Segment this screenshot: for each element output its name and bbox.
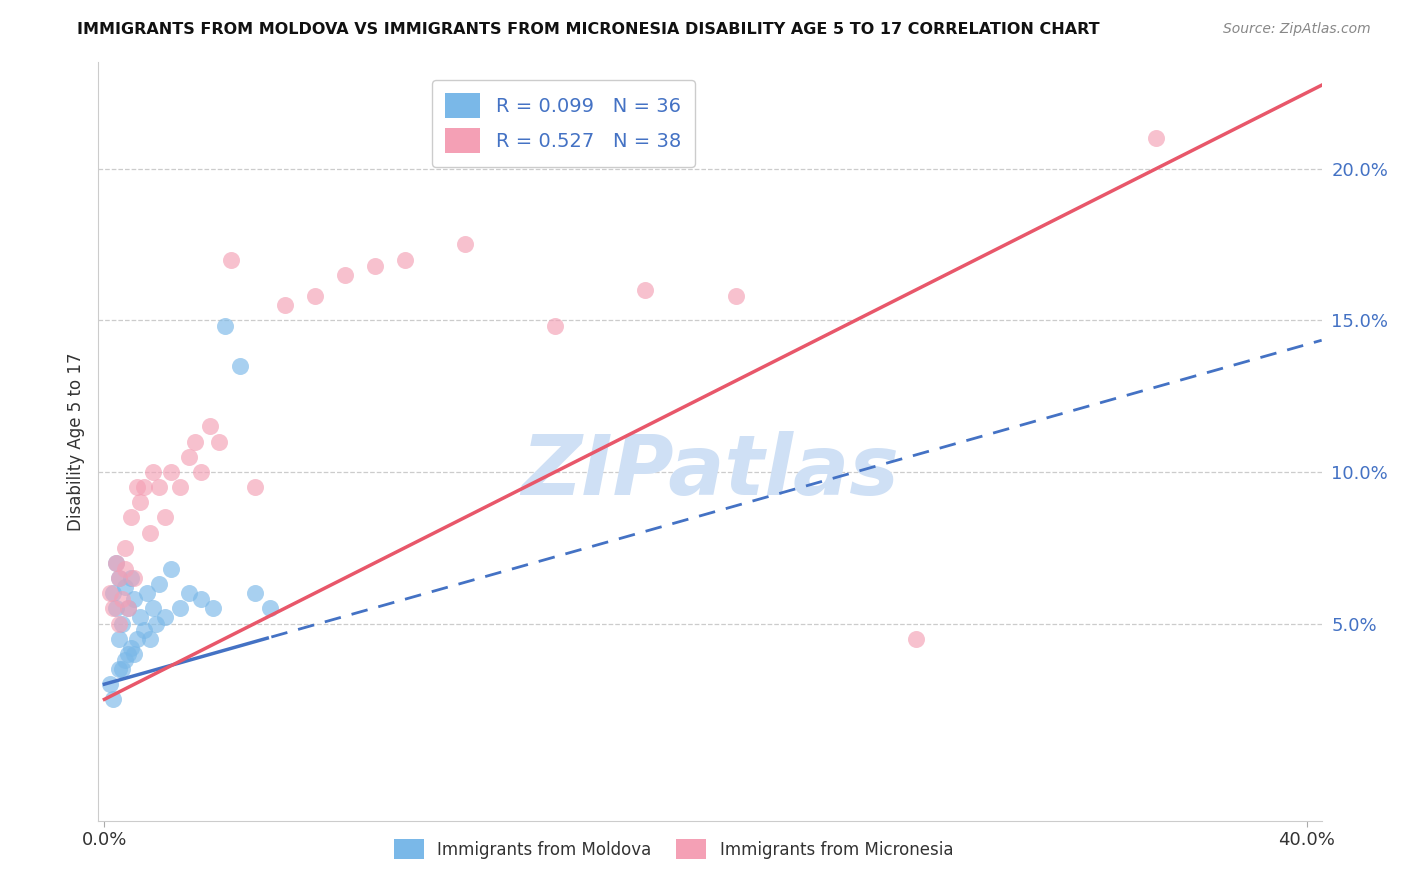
Point: [243, 480, 266, 494]
Point: [153, 610, 176, 624]
Point: [129, 495, 152, 509]
Point: [177, 586, 200, 600]
Point: [103, 601, 125, 615]
Point: [121, 640, 143, 655]
Point: [304, 289, 326, 303]
Point: [132, 480, 155, 494]
Point: [208, 434, 231, 449]
Point: [198, 419, 221, 434]
Point: [114, 580, 136, 594]
Point: [333, 268, 356, 282]
Point: [108, 616, 131, 631]
Point: [108, 632, 131, 646]
Point: [219, 252, 242, 267]
Point: [177, 450, 200, 464]
Point: [124, 592, 146, 607]
Point: [105, 601, 128, 615]
Point: [904, 632, 927, 646]
Point: [544, 319, 567, 334]
Point: [117, 601, 139, 615]
Point: [274, 298, 297, 312]
Point: [183, 434, 205, 449]
Point: [111, 616, 134, 631]
Point: [111, 662, 134, 676]
Point: [100, 677, 122, 691]
Point: [1144, 131, 1167, 145]
Point: [132, 623, 155, 637]
Point: [127, 480, 149, 494]
Text: ZIPatlas: ZIPatlas: [522, 432, 898, 512]
Point: [117, 647, 139, 661]
Point: [100, 586, 122, 600]
Point: [141, 465, 163, 479]
Point: [105, 556, 128, 570]
Point: [724, 289, 747, 303]
Point: [141, 601, 163, 615]
Point: [190, 592, 212, 607]
Point: [214, 319, 236, 334]
Point: [364, 259, 387, 273]
Point: [124, 571, 146, 585]
Point: [108, 662, 131, 676]
Point: [138, 632, 160, 646]
Point: [159, 562, 181, 576]
Text: Source: ZipAtlas.com: Source: ZipAtlas.com: [1223, 22, 1371, 37]
Point: [169, 601, 191, 615]
Point: [103, 586, 125, 600]
Point: [394, 252, 416, 267]
Point: [634, 283, 657, 297]
Point: [201, 601, 224, 615]
Point: [153, 510, 176, 524]
Point: [105, 556, 128, 570]
Point: [190, 465, 212, 479]
Point: [129, 610, 152, 624]
Y-axis label: Disability Age 5 to 17: Disability Age 5 to 17: [66, 352, 84, 531]
Point: [108, 571, 131, 585]
Point: [148, 480, 170, 494]
Point: [169, 480, 191, 494]
Point: [108, 571, 131, 585]
Point: [117, 601, 139, 615]
Point: [121, 510, 143, 524]
Point: [114, 562, 136, 576]
Text: IMMIGRANTS FROM MOLDOVA VS IMMIGRANTS FROM MICRONESIA DISABILITY AGE 5 TO 17 COR: IMMIGRANTS FROM MOLDOVA VS IMMIGRANTS FR…: [77, 22, 1099, 37]
Point: [228, 359, 250, 373]
Point: [127, 632, 149, 646]
Point: [145, 616, 167, 631]
Point: [454, 237, 477, 252]
Point: [114, 541, 136, 555]
Point: [148, 577, 170, 591]
Point: [121, 571, 143, 585]
Point: [111, 592, 134, 607]
Point: [124, 647, 146, 661]
Point: [138, 525, 160, 540]
Point: [135, 586, 157, 600]
Point: [259, 601, 281, 615]
Point: [243, 586, 266, 600]
Point: [159, 465, 181, 479]
Point: [114, 653, 136, 667]
Legend: Immigrants from Moldova, Immigrants from Micronesia: Immigrants from Moldova, Immigrants from…: [387, 833, 960, 865]
Point: [103, 692, 125, 706]
